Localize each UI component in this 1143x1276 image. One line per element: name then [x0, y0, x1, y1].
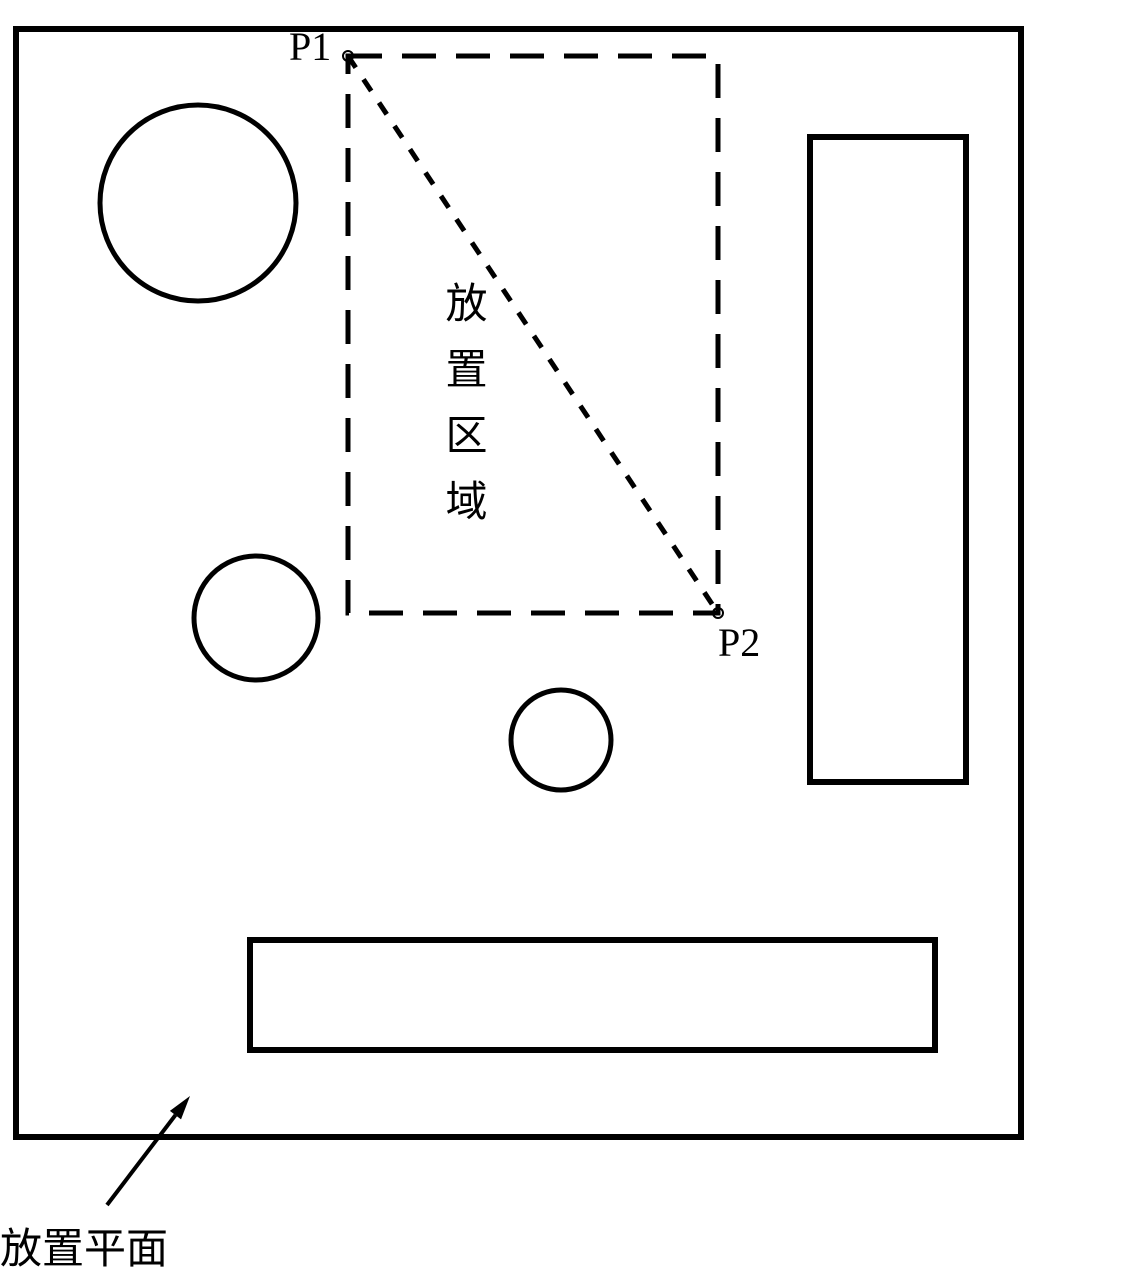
placement-diagonal	[348, 56, 718, 613]
label-p1: P1	[289, 23, 331, 70]
circle-mid	[194, 556, 318, 680]
outer-boundary	[16, 29, 1021, 1137]
circle-large	[100, 105, 296, 301]
label-p2: P2	[718, 619, 760, 666]
label-placement-region: 放置区域	[432, 281, 493, 545]
rect-bottom	[250, 940, 935, 1050]
pointer-arrow-shaft	[107, 1115, 175, 1205]
circle-small	[511, 690, 611, 790]
diagram-canvas: P1 P2 放置区域 放置平面	[0, 0, 1143, 1267]
rect-right	[810, 137, 966, 782]
diagram-svg	[0, 0, 1143, 1267]
